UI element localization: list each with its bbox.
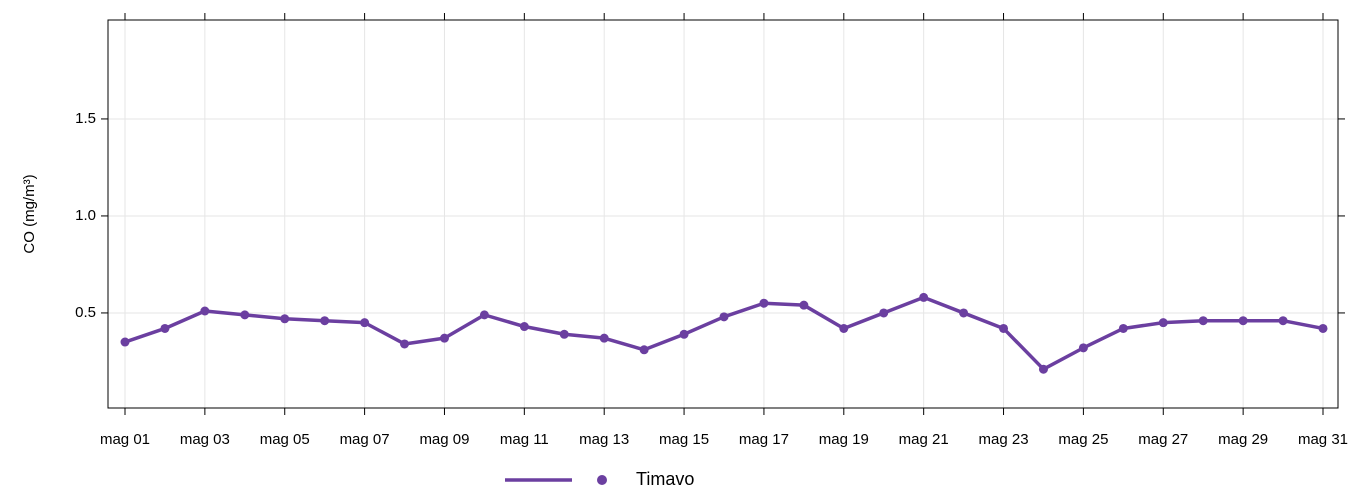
- point: [200, 306, 210, 316]
- point: [280, 314, 290, 324]
- point: [320, 316, 330, 326]
- y-axis-label: CO (mg/m³): [21, 174, 38, 253]
- x-tick-label: mag 11: [500, 431, 549, 448]
- y-tick-label: 0.5: [75, 304, 96, 321]
- point: [1158, 318, 1168, 328]
- x-tick-label: mag 01: [100, 431, 150, 448]
- legend-marker: [597, 475, 607, 485]
- x-tick-label: mag 15: [659, 431, 709, 448]
- point: [1238, 316, 1248, 326]
- point: [519, 322, 529, 332]
- x-tick-label: mag 13: [579, 431, 629, 448]
- point: [1278, 316, 1288, 326]
- y-tick-label: 1.5: [75, 110, 96, 127]
- x-tick-label: mag 03: [180, 431, 230, 448]
- point: [639, 345, 649, 355]
- point: [559, 329, 569, 339]
- line: [124, 295, 1324, 371]
- point: [1078, 343, 1088, 353]
- x-tick-label: mag 17: [739, 431, 789, 448]
- point: [240, 310, 250, 320]
- point: [439, 333, 449, 343]
- point: [919, 292, 929, 302]
- point: [879, 308, 889, 318]
- point: [400, 339, 410, 349]
- point: [479, 310, 489, 320]
- x-tick-label: mag 19: [819, 431, 869, 448]
- x-tick-label: mag 05: [260, 431, 310, 448]
- x-tick-label: mag 27: [1138, 431, 1188, 448]
- point: [360, 318, 370, 328]
- point: [1198, 316, 1208, 326]
- x-tick-label: mag 09: [419, 431, 469, 448]
- plot-frame: [107, 19, 1339, 409]
- point: [759, 298, 769, 308]
- x-tick-label: mag 31: [1298, 431, 1348, 448]
- point: [599, 333, 609, 343]
- x-tick-label: mag 29: [1218, 431, 1268, 448]
- x-tick-label: mag 23: [979, 431, 1029, 448]
- point: [1318, 323, 1328, 333]
- grid: [108, 20, 1338, 408]
- point: [959, 308, 969, 318]
- point: [999, 323, 1009, 333]
- point: [120, 337, 130, 347]
- point: [1118, 323, 1128, 333]
- point: [1038, 364, 1048, 374]
- y-tick-label: 1.0: [75, 207, 96, 224]
- x-tick-label: mag 21: [899, 431, 949, 448]
- point: [679, 329, 689, 339]
- x-tick-label: mag 07: [340, 431, 390, 448]
- point: [839, 323, 849, 333]
- point: [799, 300, 809, 310]
- point: [160, 323, 170, 333]
- point: [719, 312, 729, 322]
- legend-label: Timavo: [636, 469, 694, 488]
- x-tick-label: mag 25: [1058, 431, 1108, 448]
